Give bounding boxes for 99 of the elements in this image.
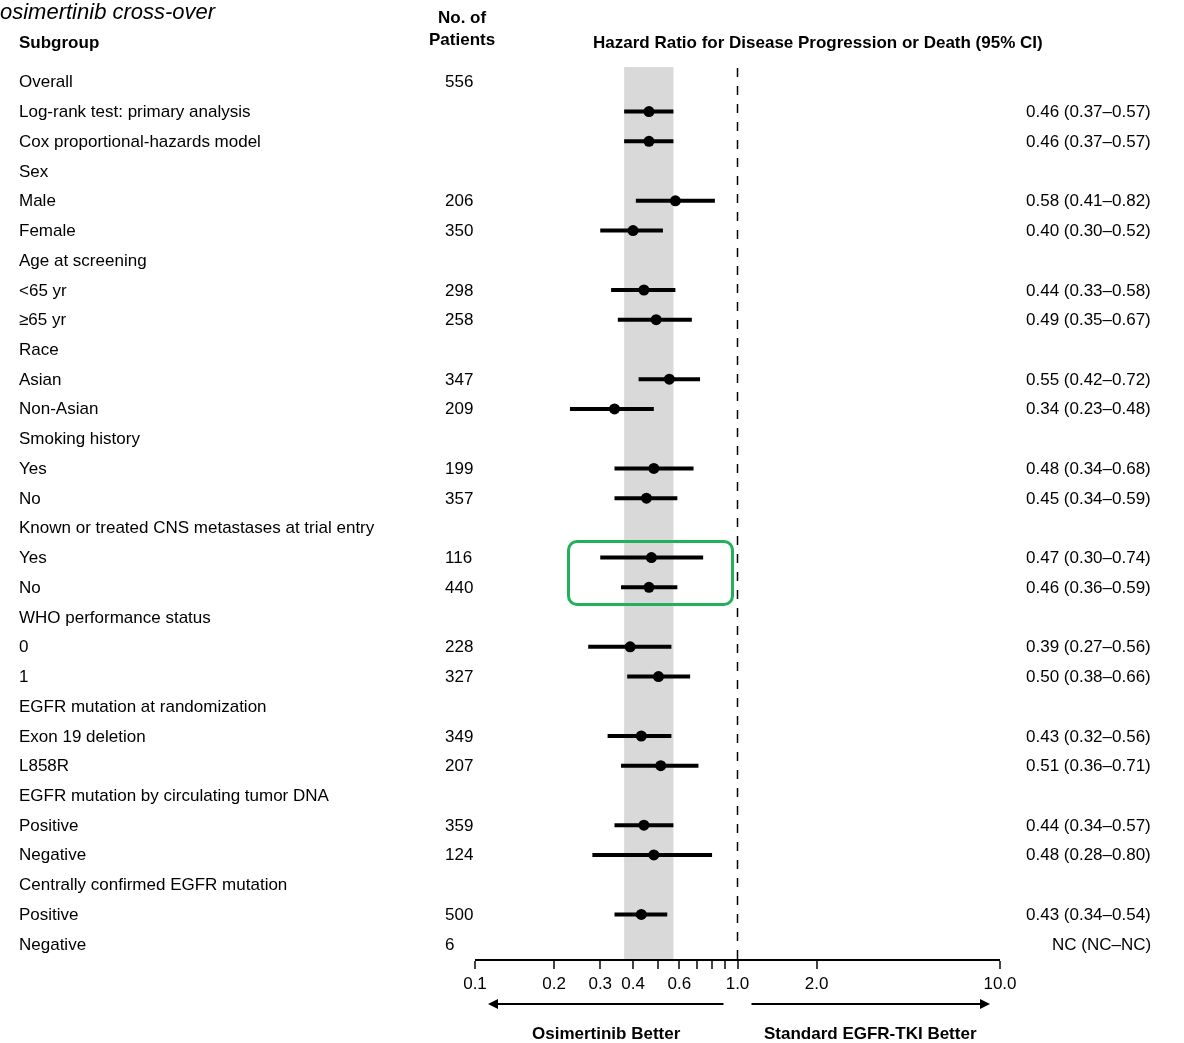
data-label: 0.43 (0.34–0.54) [1026, 905, 1151, 924]
y-tick-label: EGFR mutation at randomization [19, 697, 267, 716]
text: 359 [445, 816, 474, 835]
text: osimertinib cross-over [0, 0, 217, 24]
y-tick-label: Log-rank test: primary analysis [19, 102, 251, 121]
data-label: 0.55 (0.42–0.72) [1026, 370, 1151, 389]
data-label: 0.44 (0.34–0.57) [1026, 816, 1151, 835]
point [638, 284, 650, 296]
text: 298 [445, 281, 474, 300]
y-tick-label: L858R [19, 756, 70, 775]
y-tick-label: Centrally confirmed EGFR mutation [19, 875, 288, 894]
data-label: 0.34 (0.23–0.48) [1026, 399, 1151, 418]
text: 6 [445, 935, 455, 954]
point [655, 760, 667, 772]
text: Subgroup [19, 33, 100, 52]
y-tick-label: <65 yr [19, 281, 68, 300]
y-tick-label: Negative [19, 845, 87, 864]
x-tick-label: 0.1 [463, 974, 487, 994]
text: Osimertinib Better [532, 1024, 681, 1043]
text: 556 [445, 72, 474, 91]
data-label: 0.44 (0.33–0.58) [1026, 281, 1151, 300]
data-label: 0.46 (0.36–0.59) [1026, 578, 1151, 597]
data-label: 0.48 (0.34–0.68) [1026, 459, 1151, 478]
y-tick-label: No [19, 489, 41, 508]
y-tick-label: Age at screening [19, 251, 147, 270]
x-tick-label: 1.0 [725, 974, 750, 994]
text: 207 [445, 756, 474, 775]
text: Standard EGFR-TKI Better [764, 1024, 977, 1043]
y-tick-label: 1 [19, 667, 29, 686]
point [640, 492, 652, 504]
y-tick-label: Race [19, 340, 59, 359]
point [627, 225, 639, 237]
point [643, 581, 655, 593]
x-tick-label: 0.3 [588, 974, 613, 994]
text: 124 [445, 845, 474, 864]
y-tick-label: Sex [19, 162, 49, 181]
point [635, 908, 647, 920]
point [624, 641, 636, 653]
data-label: 0.49 (0.35–0.67) [1026, 310, 1151, 329]
text: Hazard Ratio for Disease Progression or Death (95% CI) [593, 33, 1043, 52]
y-tick-label: Smoking history [19, 429, 141, 448]
point [635, 730, 647, 742]
text: 206 [445, 191, 474, 210]
x-tick-label: 2.0 [804, 974, 829, 994]
point [638, 819, 650, 831]
x-tick-label: 0.6 [667, 974, 692, 994]
data-label: 0.39 (0.27–0.56) [1026, 637, 1151, 656]
y-tick-label: Yes [19, 548, 47, 567]
data-label: 0.48 (0.28–0.80) [1026, 845, 1151, 864]
point [650, 314, 662, 326]
y-tick-label: Known or treated CNS metastases at trial entry [19, 518, 375, 537]
text: 357 [445, 489, 474, 508]
y-tick-label: EGFR mutation by circulating tumor DNA [19, 786, 330, 805]
data-label: 0.46 (0.37–0.57) [1026, 132, 1151, 151]
data-label: 0.46 (0.37–0.57) [1026, 102, 1151, 121]
text: 209 [445, 399, 474, 418]
text: 258 [445, 310, 474, 329]
y-tick-label: Positive [19, 816, 79, 835]
text: 347 [445, 370, 474, 389]
text: NC (NC–NC) [1052, 935, 1152, 954]
x-tick-label: 10.0 [983, 974, 1017, 994]
y-tick-label: Overall [19, 72, 73, 91]
y-tick-label: Non-Asian [19, 399, 99, 418]
point [643, 106, 655, 118]
text: 349 [445, 727, 474, 746]
y-tick-label: Asian [19, 370, 62, 389]
text: 500 [445, 905, 474, 924]
y-tick-label: 0 [19, 637, 29, 656]
text: 440 [445, 578, 474, 597]
x-tick-label: 0.2 [542, 974, 566, 994]
data-label: 0.50 (0.38–0.66) [1026, 667, 1151, 686]
x-tick-label: 0.4 [621, 974, 645, 994]
text: 350 [445, 221, 474, 240]
y-tick-label: Yes [19, 459, 47, 478]
text: 199 [445, 459, 474, 478]
text: 228 [445, 637, 474, 656]
y-tick-label: Negative [19, 935, 87, 954]
data-label: 0.58 (0.41–0.82) [1026, 191, 1151, 210]
point [645, 552, 657, 564]
text: 327 [445, 667, 474, 686]
point [652, 671, 664, 683]
y-tick-label: Female [19, 221, 76, 240]
y-tick-label: Positive [19, 905, 79, 924]
y-tick-label: WHO performance status [19, 608, 211, 627]
y-tick-label: No [19, 578, 41, 597]
y-tick-label: Exon 19 deletion [19, 727, 146, 746]
data-label: 0.47 (0.30–0.74) [1026, 548, 1151, 567]
y-tick-label: Male [19, 191, 56, 210]
y-tick-label: Cox proportional-hazards model [19, 132, 261, 151]
data-label: 0.51 (0.36–0.71) [1026, 756, 1151, 775]
point [643, 135, 655, 147]
data-label: 0.40 (0.30–0.52) [1026, 221, 1151, 240]
text: 116 [445, 548, 473, 567]
text: No. of Patients [429, 8, 496, 50]
point [648, 462, 660, 474]
y-tick-label: ≥65 yr [19, 310, 67, 329]
point [648, 849, 660, 861]
data-label: 0.43 (0.32–0.56) [1026, 727, 1151, 746]
data-label: 0.45 (0.34–0.59) [1026, 489, 1151, 508]
